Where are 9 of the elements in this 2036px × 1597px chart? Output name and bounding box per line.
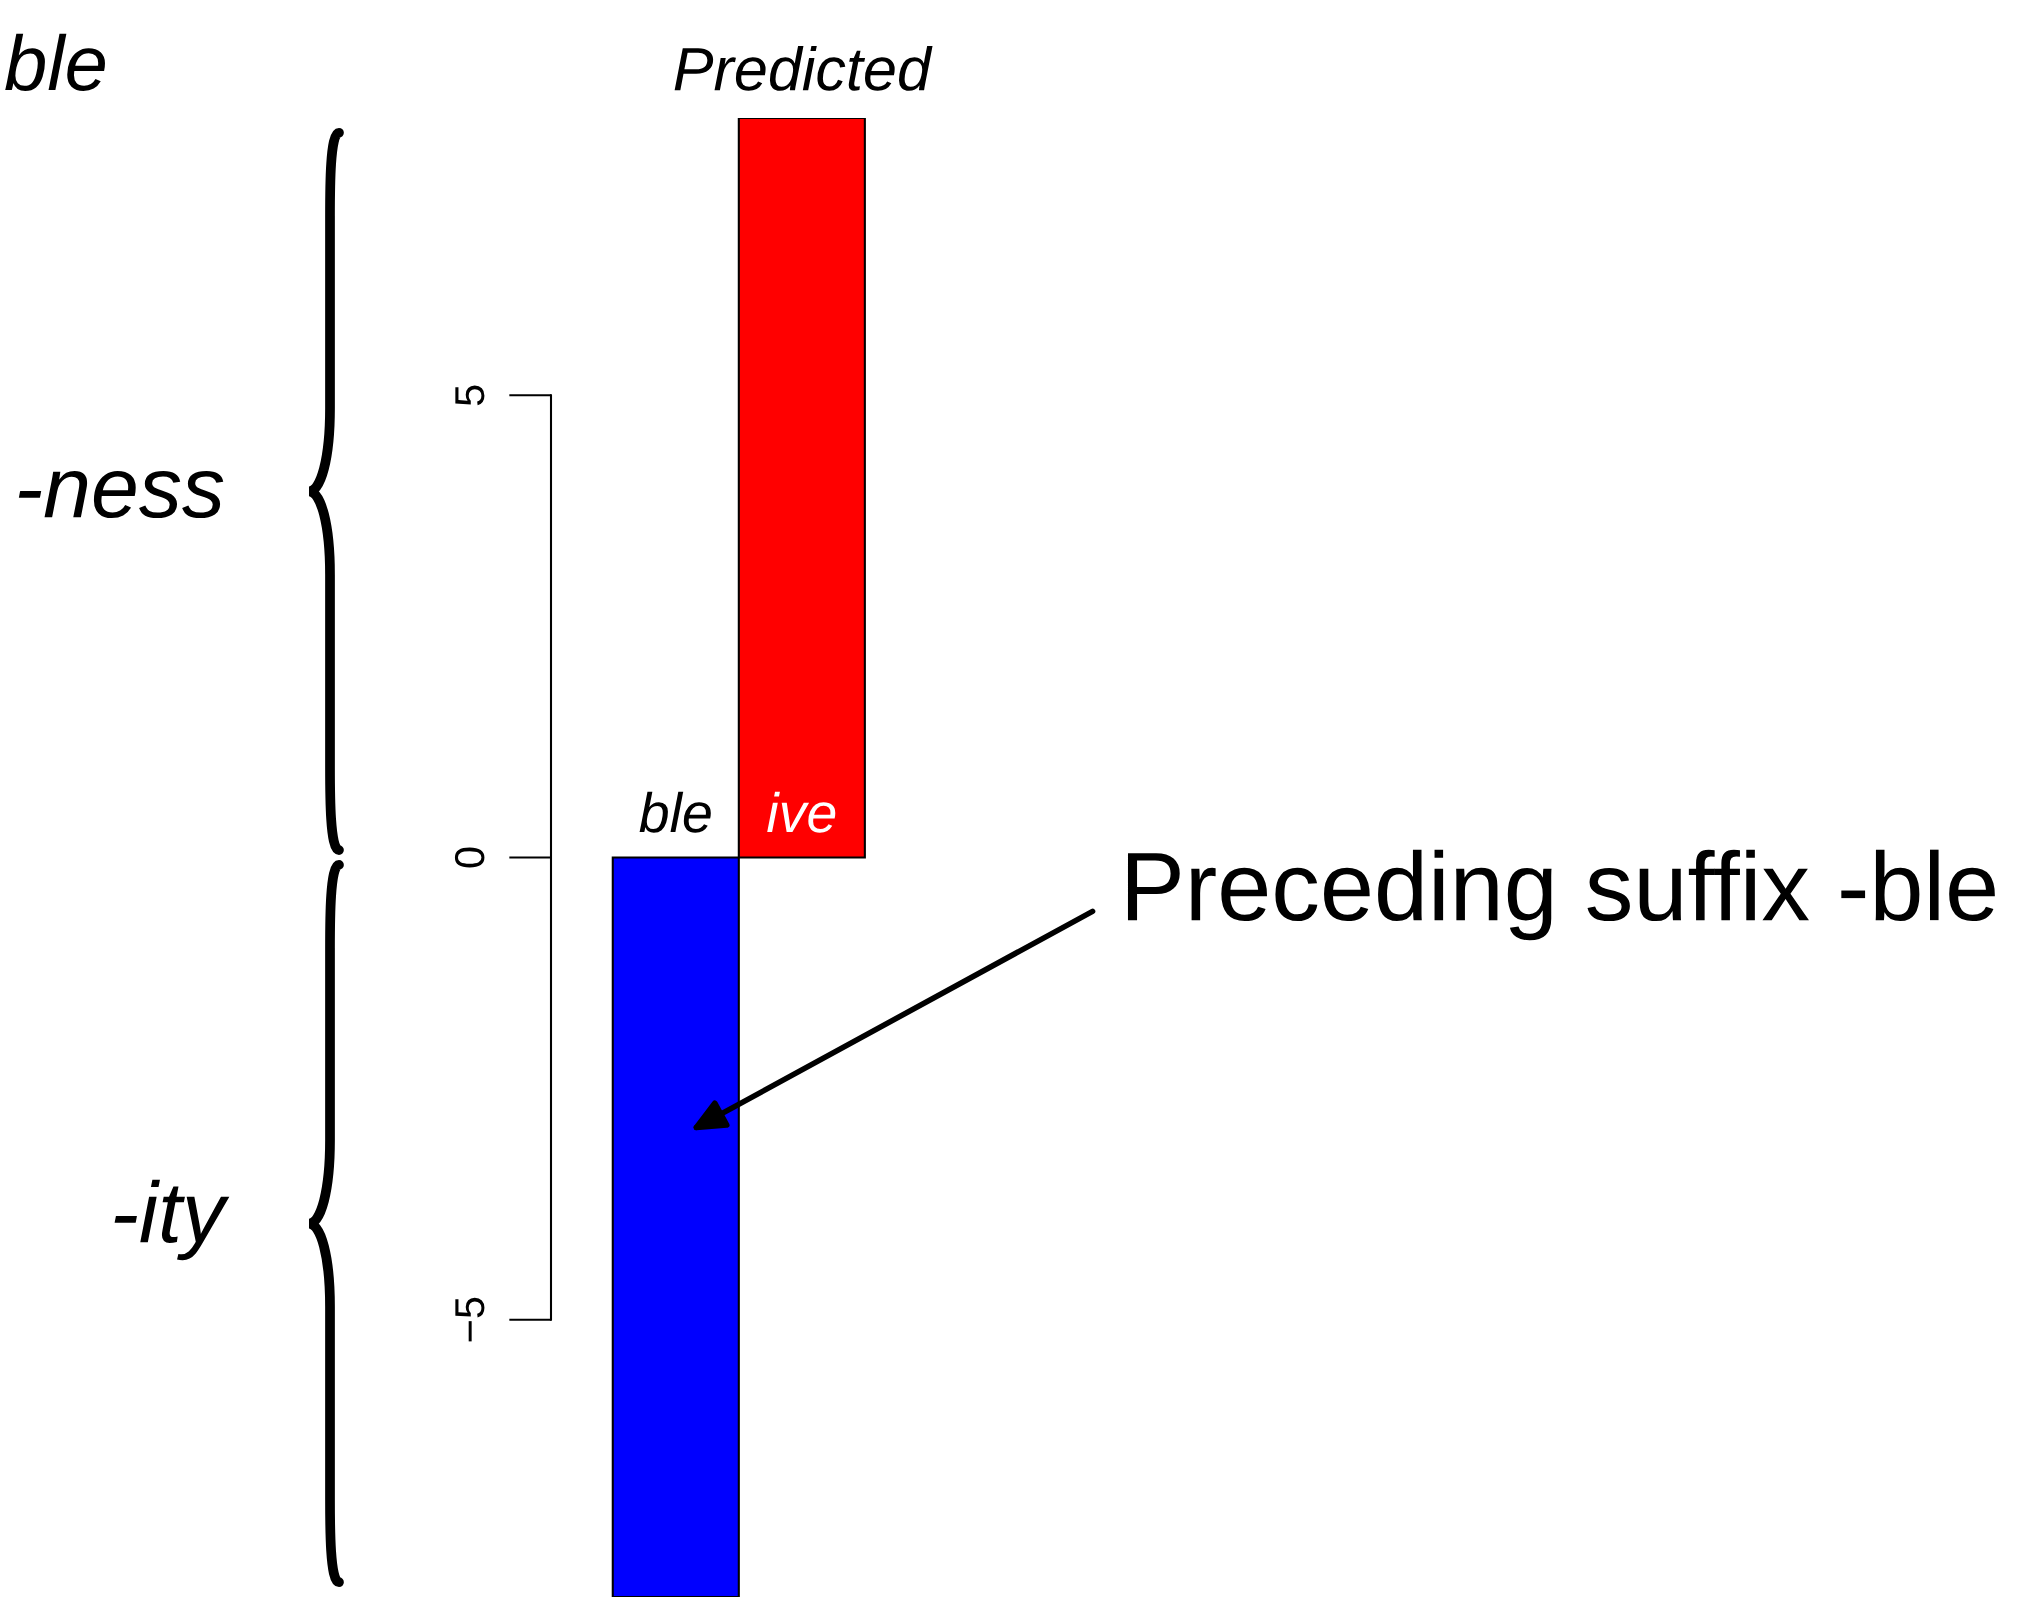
y-tick-label: 0 [454, 847, 485, 868]
text: -ity [114, 1179, 230, 1261]
text: -ness [18, 470, 224, 519]
y-tick-label: 5 [455, 385, 485, 406]
chart-title: Predicted [674, 45, 933, 91]
y-tick-label: −5 [455, 1297, 485, 1342]
text: ble [5, 33, 105, 91]
text: Preceding suffix -ble [1127, 849, 1995, 941]
x-tick-label: ive [767, 791, 836, 833]
